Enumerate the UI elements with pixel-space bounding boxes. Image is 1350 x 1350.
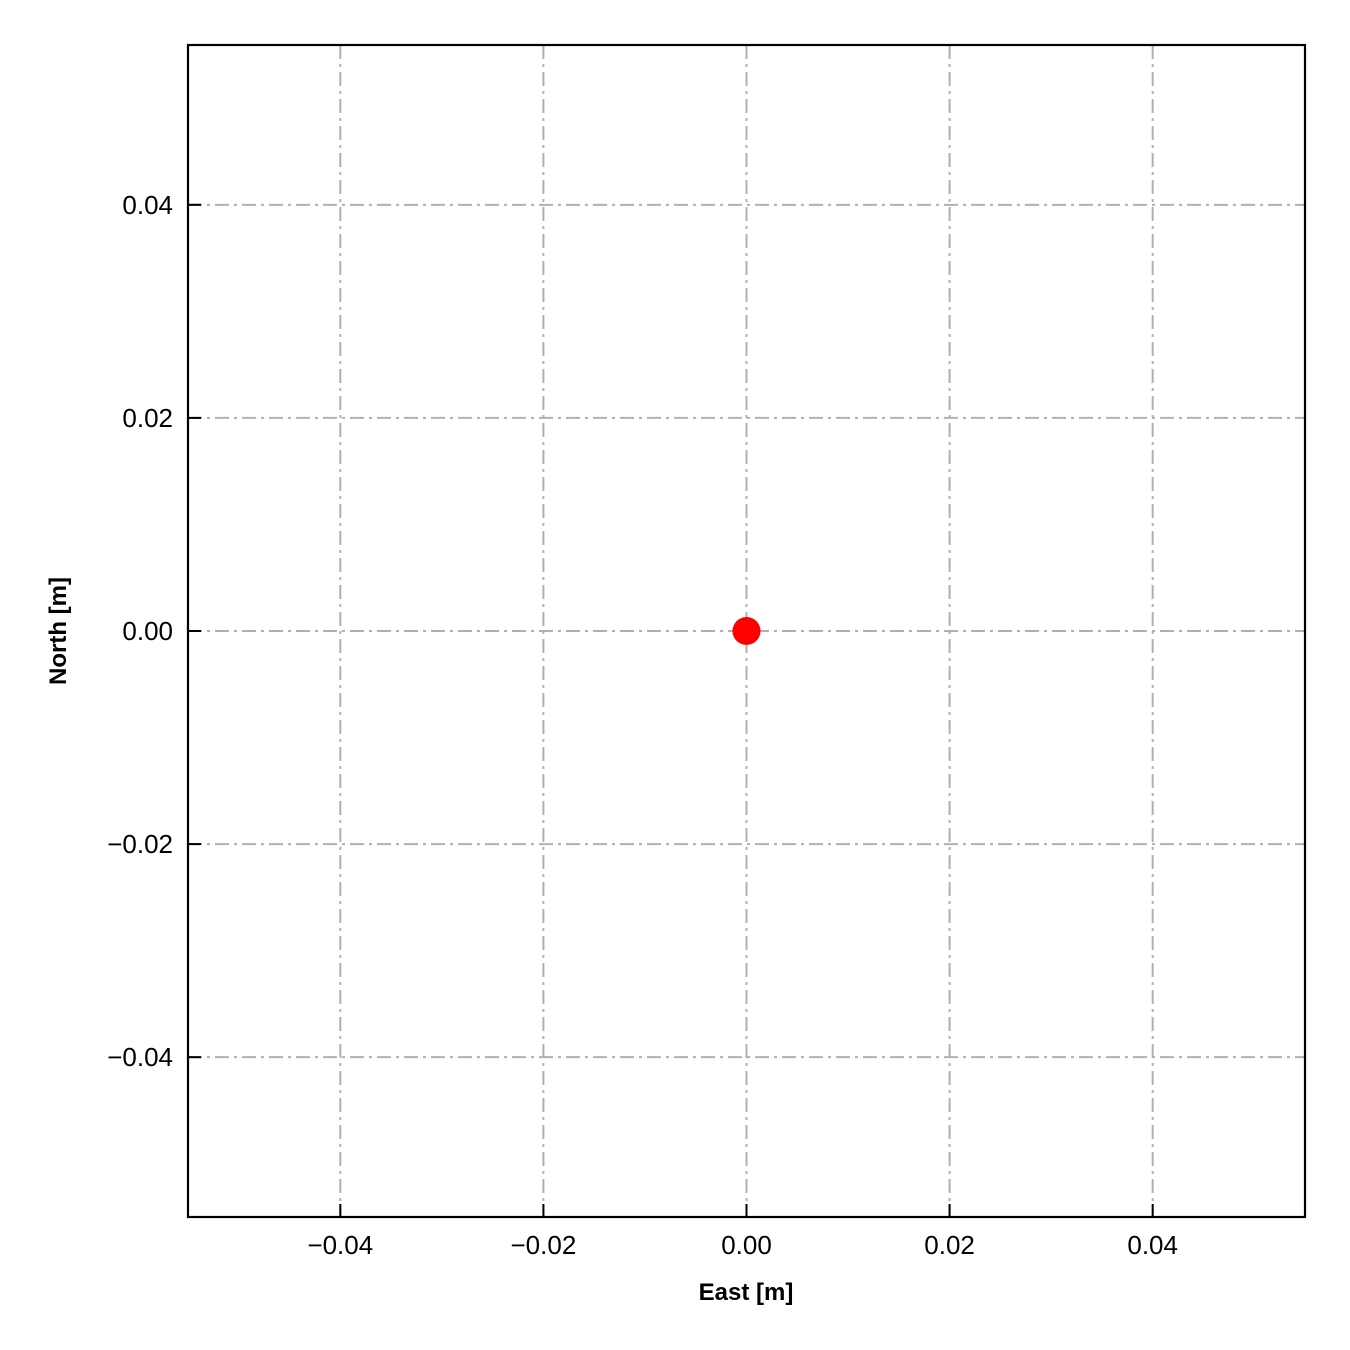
x-tick-label: 0.02 [924, 1230, 975, 1260]
x-tick-label: −0.04 [307, 1230, 373, 1260]
grid [188, 45, 1305, 1217]
x-axis-label: East [m] [699, 1279, 794, 1306]
y-tick-label: −0.02 [107, 829, 173, 859]
x-tick-label: −0.02 [511, 1230, 577, 1260]
x-tick-label: 0.00 [721, 1230, 772, 1260]
x-tick-label: 0.04 [1127, 1230, 1178, 1260]
data-point [732, 617, 761, 645]
y-tick-label: 0.04 [122, 190, 173, 220]
y-tick-label: −0.04 [107, 1042, 173, 1072]
y-tick-label: 0.02 [122, 403, 173, 433]
plot-frame [186, 43, 1307, 1219]
data-points [732, 617, 761, 645]
y-axis-label: North [m] [45, 577, 72, 685]
ticks: −0.04 −0.02 0.00 0.02 0.04 −0.04 −0.02 0.00 0.02… [107, 190, 1178, 1260]
y-tick-label: 0.00 [122, 616, 173, 646]
